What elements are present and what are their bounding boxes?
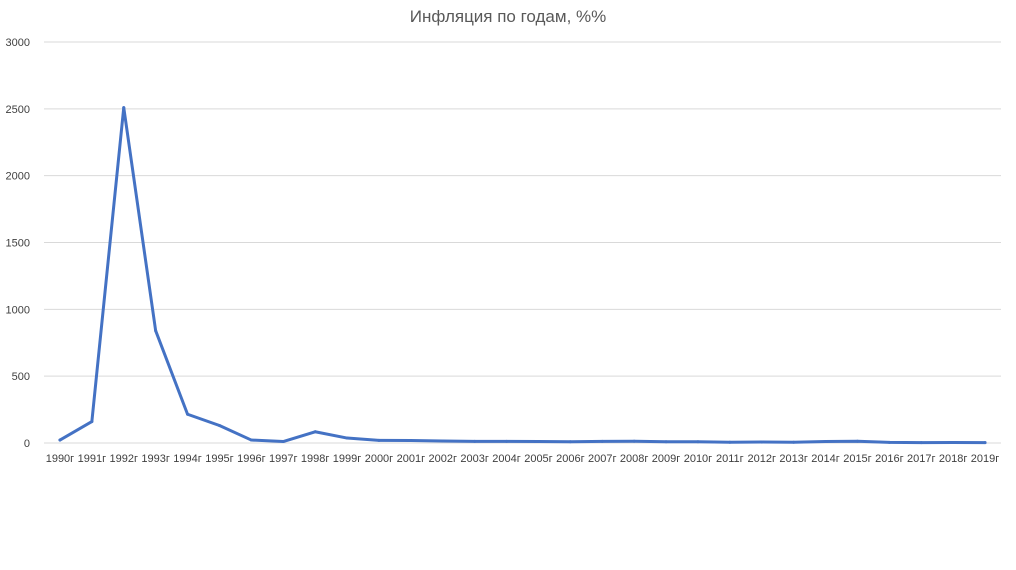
data-point [505, 439, 509, 443]
y-tick-label: 3000 [6, 37, 30, 49]
data-point [919, 441, 923, 445]
x-tick-label: 1996г [237, 453, 265, 465]
data-point [409, 438, 413, 442]
x-tick-label: 1991г [78, 453, 106, 465]
x-tick-label: 1995г [205, 453, 233, 465]
data-point [600, 439, 604, 443]
data-point [217, 423, 221, 427]
x-tick-label: 1998г [301, 453, 329, 465]
data-point [186, 412, 190, 416]
y-tick-label: 0 [24, 438, 30, 450]
data-point [728, 440, 732, 444]
y-tick-label: 2000 [6, 171, 30, 183]
x-tick-label: 2006г [556, 453, 584, 465]
data-point [887, 440, 891, 444]
x-tick-label: 2013г [779, 453, 807, 465]
data-point [249, 438, 253, 442]
x-tick-label: 1992г [110, 453, 138, 465]
series-group [58, 106, 987, 445]
chart-title: Инфляция по годам, %% [410, 7, 607, 26]
x-tick-label: 2019г [971, 453, 999, 465]
y-tick-label: 2500 [6, 104, 30, 116]
x-tick-label: 2007г [588, 453, 616, 465]
x-tick-label: 2009г [652, 453, 680, 465]
data-point [345, 436, 349, 440]
y-axis-tick-labels: 0 500 1000 1500 2000 2500 3000 [6, 37, 30, 450]
data-point [664, 440, 668, 444]
data-point [536, 440, 540, 444]
data-point [90, 420, 94, 424]
data-point [696, 440, 700, 444]
data-point [58, 438, 62, 442]
x-tick-label: 2000г [365, 453, 393, 465]
x-tick-label: 2003г [460, 453, 488, 465]
data-point [983, 441, 987, 445]
data-point [441, 439, 445, 443]
x-tick-label: 1999г [333, 453, 361, 465]
data-point [154, 329, 158, 333]
x-tick-label: 2004г [492, 453, 520, 465]
data-point [792, 440, 796, 444]
x-tick-label: 2014г [811, 453, 839, 465]
x-tick-label: 2008г [620, 453, 648, 465]
data-point [473, 439, 477, 443]
x-tick-label: 2005г [524, 453, 552, 465]
data-point [313, 430, 317, 434]
x-tick-label: 1997г [269, 453, 297, 465]
data-point [632, 439, 636, 443]
x-tick-label: 1993г [141, 453, 169, 465]
gridlines [44, 41, 1001, 444]
x-tick-label: 2002г [429, 453, 457, 465]
x-tick-label: 2011г [716, 453, 744, 465]
x-tick-label: 1990г [46, 453, 74, 465]
data-point [122, 106, 126, 110]
data-point [855, 439, 859, 443]
data-point [281, 440, 285, 444]
y-tick-label: 500 [12, 371, 30, 383]
data-point [568, 440, 572, 444]
data-point [377, 438, 381, 442]
data-point [951, 440, 955, 444]
x-tick-label: 2016г [875, 453, 903, 465]
x-axis-tick-labels: 1990г 1991г 1992г 1993г 1994г 1995г 1996г 1997г… [46, 453, 1000, 465]
x-tick-label: 2015г [843, 453, 871, 465]
x-tick-label: 2018г [939, 453, 967, 465]
y-tick-label: 1500 [6, 238, 30, 250]
series-line-0 [58, 106, 987, 445]
y-tick-label: 1000 [6, 304, 30, 316]
data-point [824, 440, 828, 444]
x-tick-label: 2017г [907, 453, 935, 465]
x-tick-label: 2010г [684, 453, 712, 465]
data-point [760, 440, 764, 444]
x-tick-label: 1994г [173, 453, 201, 465]
x-tick-label: 2012г [748, 453, 776, 465]
x-tick-label: 2001г [397, 453, 425, 465]
